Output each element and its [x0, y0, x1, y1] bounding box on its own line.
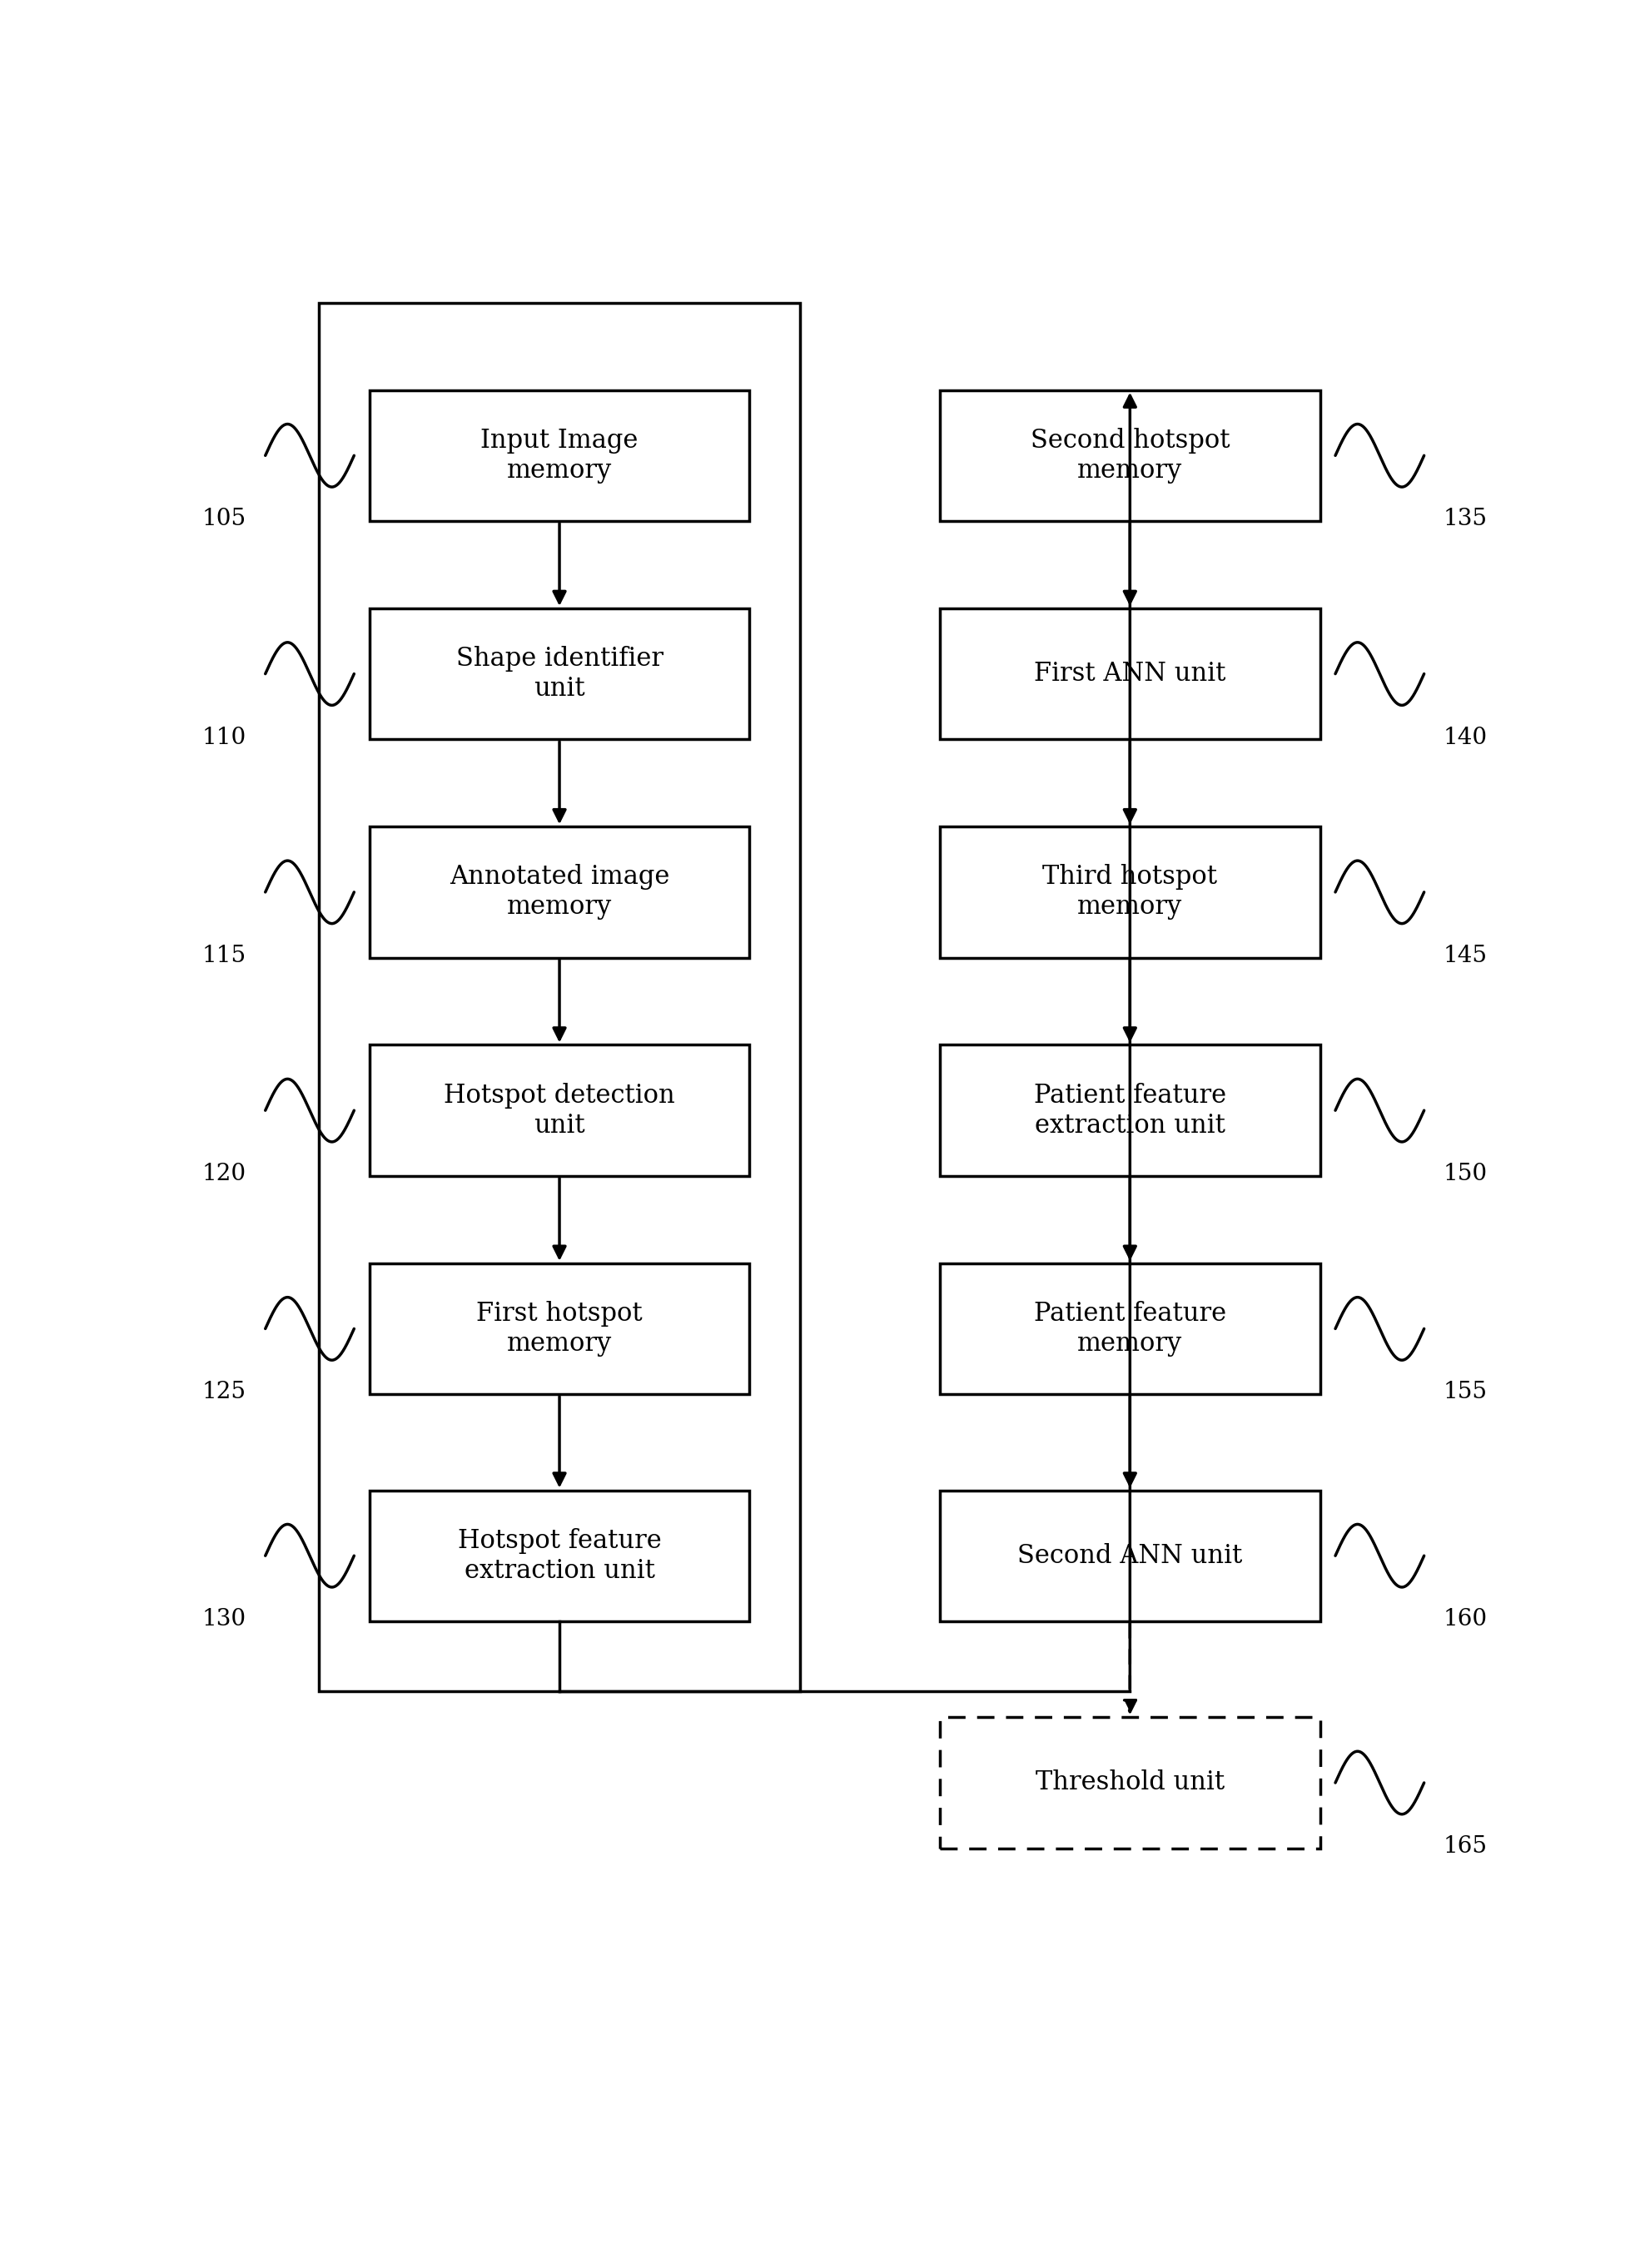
- Text: First ANN unit: First ANN unit: [1033, 660, 1225, 687]
- Text: 150: 150: [1442, 1163, 1486, 1186]
- Text: 105: 105: [203, 508, 247, 531]
- Bar: [370, 608, 749, 739]
- Text: Second hotspot
memory: Second hotspot memory: [1030, 429, 1230, 483]
- Text: 110: 110: [201, 726, 247, 748]
- Text: 160: 160: [1442, 1608, 1486, 1631]
- Text: First hotspot
memory: First hotspot memory: [476, 1302, 643, 1356]
- Text: 155: 155: [1442, 1381, 1486, 1404]
- Text: 120: 120: [203, 1163, 247, 1186]
- Bar: [319, 302, 800, 1692]
- Text: Hotspot feature
extraction unit: Hotspot feature extraction unit: [458, 1529, 661, 1583]
- Bar: [938, 1717, 1319, 1848]
- Bar: [938, 608, 1319, 739]
- Bar: [938, 826, 1319, 957]
- Text: Input Image
memory: Input Image memory: [481, 429, 638, 483]
- Bar: [370, 1046, 749, 1175]
- Bar: [370, 826, 749, 957]
- Text: 140: 140: [1442, 726, 1486, 748]
- Text: Patient feature
memory: Patient feature memory: [1033, 1302, 1226, 1356]
- Bar: [370, 1490, 749, 1622]
- Text: Shape identifier
unit: Shape identifier unit: [456, 646, 662, 701]
- Bar: [370, 1263, 749, 1395]
- Bar: [938, 1490, 1319, 1622]
- Text: 115: 115: [203, 943, 247, 966]
- Bar: [938, 390, 1319, 522]
- Text: Threshold unit: Threshold unit: [1035, 1769, 1225, 1796]
- Text: 145: 145: [1442, 943, 1486, 966]
- Bar: [370, 390, 749, 522]
- Text: Patient feature
extraction unit: Patient feature extraction unit: [1033, 1082, 1226, 1139]
- Bar: [938, 1046, 1319, 1175]
- Text: 130: 130: [203, 1608, 247, 1631]
- Text: Hotspot detection
unit: Hotspot detection unit: [443, 1082, 675, 1139]
- Text: 135: 135: [1442, 508, 1486, 531]
- Bar: [938, 1263, 1319, 1395]
- Text: Second ANN unit: Second ANN unit: [1017, 1542, 1243, 1569]
- Text: Third hotspot
memory: Third hotspot memory: [1041, 864, 1216, 921]
- Text: 125: 125: [203, 1381, 247, 1404]
- Text: 165: 165: [1442, 1835, 1486, 1857]
- Text: Annotated image
memory: Annotated image memory: [450, 864, 669, 921]
